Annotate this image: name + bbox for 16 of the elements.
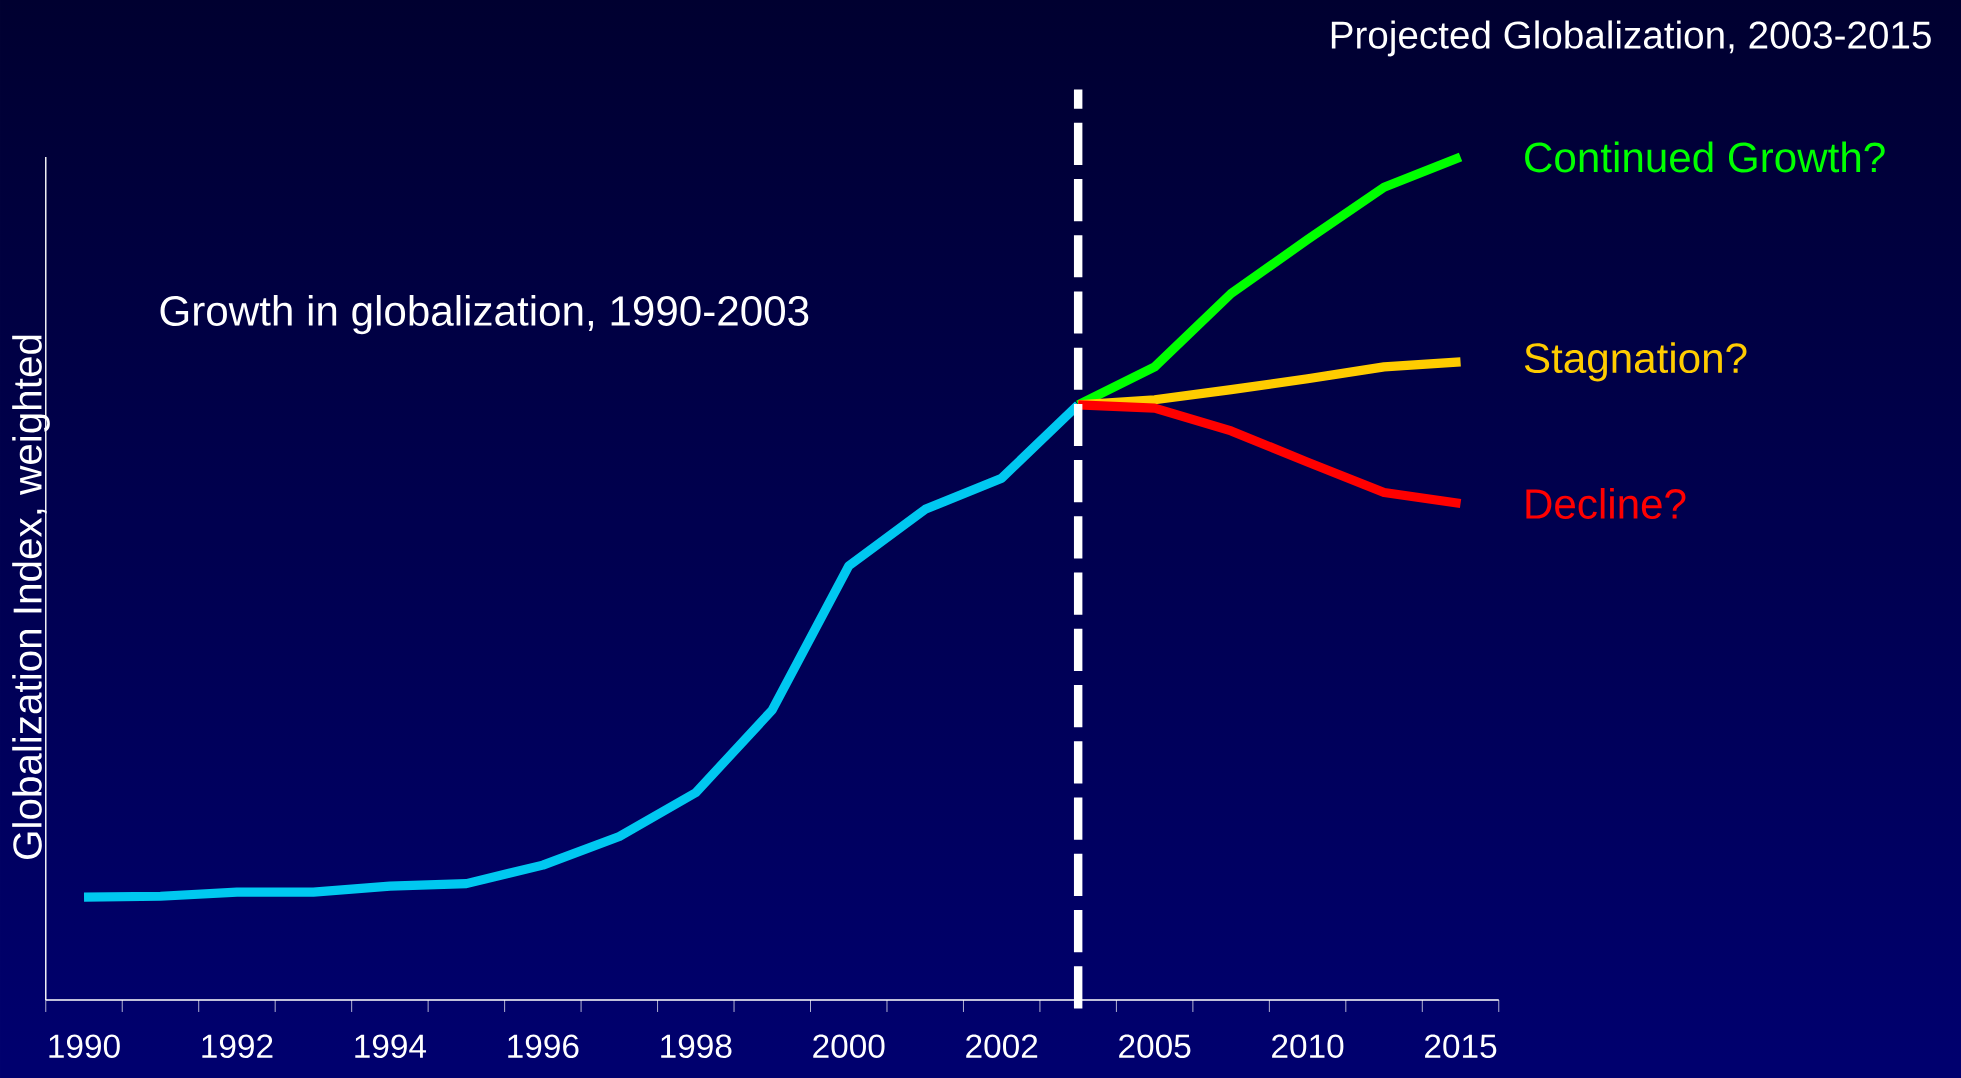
series-label: Stagnation? <box>1524 342 1747 382</box>
annotation: Growth in globalization, 1990-2003 <box>160 294 809 335</box>
x-tick-label: 2015 <box>1425 1034 1497 1059</box>
x-tick-label: 2005 <box>1119 1034 1191 1059</box>
text: Projected Globalization, 2003-2015 <box>1331 20 1931 57</box>
x-tick-label: 2000 <box>813 1034 885 1059</box>
x-tick-label: 1994 <box>355 1034 427 1059</box>
x-tick-label: 2002 <box>966 1034 1038 1059</box>
series-label: Decline? <box>1526 487 1686 519</box>
x-tick-label: 1992 <box>202 1034 273 1059</box>
series-label: Continued Growth? <box>1525 141 1885 173</box>
x-tick-label: 1998 <box>661 1034 732 1059</box>
x-tick-label: 1990 <box>49 1034 120 1059</box>
x-tick-label: 1996 <box>508 1034 579 1059</box>
y-axis-title: Globalization Index, weighted <box>12 335 50 859</box>
x-tick-label: 2010 <box>1272 1034 1344 1059</box>
